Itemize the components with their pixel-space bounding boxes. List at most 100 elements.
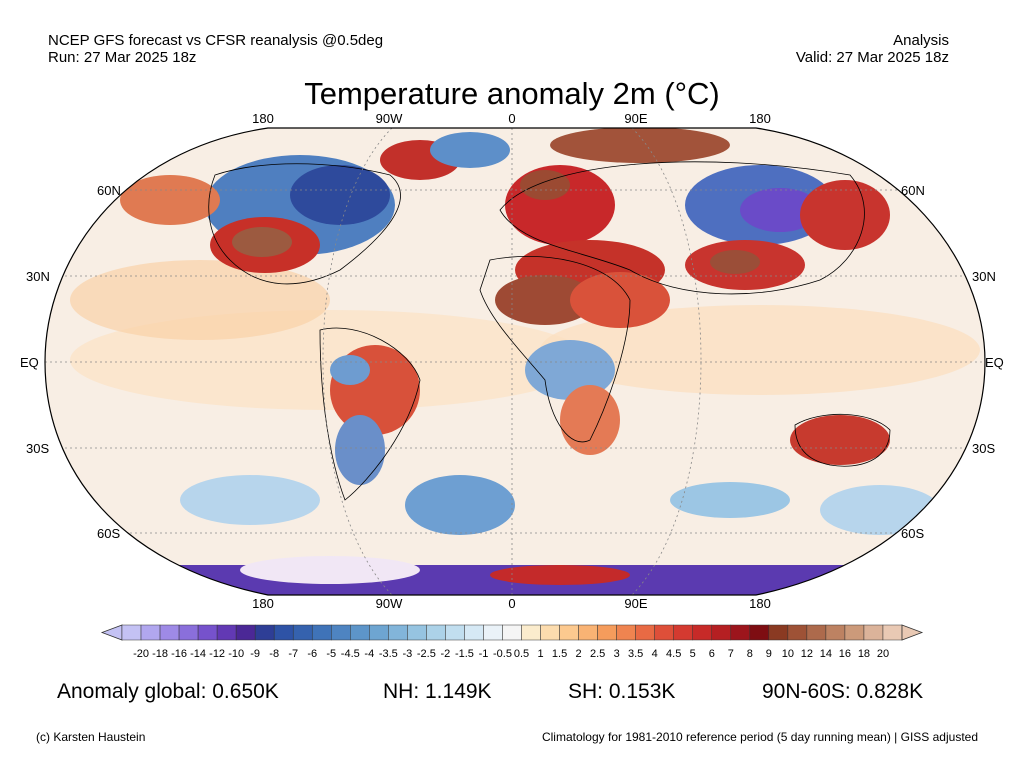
lat-label-right: 30S xyxy=(972,441,996,456)
colorbar-swatch xyxy=(502,624,522,641)
lon-label-bottom: 0 xyxy=(508,596,516,611)
colorbar-tick-label: 9 xyxy=(766,648,772,660)
colorbar-tick-label: -12 xyxy=(209,648,225,660)
colorbar-swatch xyxy=(673,624,693,641)
colorbar-tick-label: -20 xyxy=(133,648,149,660)
climatology-note: Climatology for 1981-2010 reference peri… xyxy=(541,730,978,744)
colorbar-swatch xyxy=(388,624,408,641)
stat-arctic: 90N-60S: 0.828K xyxy=(762,680,924,703)
stat-sh: SH: 0.153K xyxy=(568,680,676,703)
lon-label-top: 90W xyxy=(375,111,403,126)
lat-label-left: 60S xyxy=(97,526,121,541)
lon-label-bottom: 180 xyxy=(749,596,771,611)
colorbar-swatch xyxy=(483,624,503,641)
colorbar-tick-label: 3 xyxy=(614,648,620,660)
colorbar-swatch xyxy=(844,624,865,641)
lat-label-left: 30S xyxy=(26,441,50,456)
colorbar-tick-label: -8 xyxy=(269,648,279,660)
colorbar-tick-label: 4.5 xyxy=(666,648,681,660)
colorbar-tick-label: -9 xyxy=(250,648,260,660)
lat-label-right: 60S xyxy=(901,526,925,541)
run-label: Run: 27 Mar 2025 18z xyxy=(48,49,197,66)
colorbar-tick-label: 2.5 xyxy=(590,648,605,660)
colorbar-tick-label: -3 xyxy=(402,648,412,660)
colorbar-swatch xyxy=(216,624,237,641)
colorbar-swatch xyxy=(863,624,884,641)
colorbar-tick-label: 2 xyxy=(576,648,582,660)
colorbar-tick-label: -14 xyxy=(190,648,206,660)
colorbar-swatch xyxy=(140,624,161,641)
colorbar-tick-label: 18 xyxy=(858,648,870,660)
colorbar-min-arrow xyxy=(100,624,123,641)
lat-label-right: 30N xyxy=(972,269,996,284)
colorbar-tick-label: 12 xyxy=(801,648,813,660)
colorbar-tick-label: 10 xyxy=(782,648,794,660)
lat-label-right: 60N xyxy=(901,183,925,198)
colorbar-tick-label: -4 xyxy=(364,648,374,660)
colorbar-tick-label: -2.5 xyxy=(417,648,436,660)
colorbar-swatch xyxy=(540,624,560,641)
colorbar-tick-label: 5 xyxy=(690,648,696,660)
colorbar-swatch xyxy=(882,624,903,641)
colorbar-tick-label: 1.5 xyxy=(552,648,567,660)
colorbar-swatch xyxy=(597,624,617,641)
mode-label: Analysis xyxy=(893,32,949,49)
colorbar-swatch xyxy=(197,624,218,641)
colorbar-tick-label: -10 xyxy=(228,648,244,660)
lat-label-left: 60N xyxy=(97,183,121,198)
stat-global: Anomaly global: 0.650K xyxy=(57,680,279,703)
colorbar-swatch xyxy=(768,624,789,641)
colorbar-tick-label: -0.5 xyxy=(493,648,512,660)
colorbar-tick-label: -3.5 xyxy=(379,648,398,660)
colorbar-swatch xyxy=(426,624,446,641)
anomaly-field xyxy=(45,128,985,595)
lon-label-top: 180 xyxy=(749,111,771,126)
colorbar-swatch xyxy=(254,624,275,641)
colorbar-tick-label: -1 xyxy=(479,648,489,660)
map-title: Temperature anomaly 2m (°C) xyxy=(304,76,720,111)
lon-label-bottom: 180 xyxy=(252,596,274,611)
colorbar-swatch xyxy=(273,624,294,641)
colorbar-swatch xyxy=(825,624,846,641)
lon-label-top: 90E xyxy=(624,111,648,126)
colorbar-tick-label: 16 xyxy=(839,648,851,660)
colorbar-swatch xyxy=(331,624,351,641)
lat-label-left: 30N xyxy=(26,269,50,284)
colorbar-swatch xyxy=(178,624,199,641)
source-label: NCEP GFS forecast vs CFSR reanalysis @0.… xyxy=(48,32,384,49)
lon-label-top: 0 xyxy=(508,111,516,126)
graticule xyxy=(45,128,985,595)
colorbar-tick-label: -5 xyxy=(326,648,336,660)
lon-label-top: 180 xyxy=(252,111,274,126)
lon-label-bottom: 90W xyxy=(375,596,403,611)
colorbar-swatch xyxy=(521,624,541,641)
colorbar-swatch xyxy=(445,624,465,641)
colorbar-swatch xyxy=(464,624,484,641)
colorbar-swatch xyxy=(235,624,256,641)
colorbar-swatch xyxy=(616,624,636,641)
colorbar-tick-label: 1 xyxy=(537,648,543,660)
colorbar-tick-label: 8 xyxy=(747,648,753,660)
colorbar-tick-label: 4 xyxy=(652,648,658,660)
colorbar-swatch xyxy=(369,624,389,641)
colorbar-swatch xyxy=(578,624,598,641)
colorbar-tick-label: -16 xyxy=(171,648,187,660)
stat-nh: NH: 1.149K xyxy=(383,680,492,703)
colorbar-tick-label: 20 xyxy=(877,648,889,660)
colorbar-swatch xyxy=(121,624,142,641)
colorbar-swatch xyxy=(559,624,579,641)
lat-label-left: EQ xyxy=(20,355,39,370)
colorbar-swatch xyxy=(654,624,674,641)
colorbar-tick-label: 3.5 xyxy=(628,648,643,660)
colorbar-tick-label: -1.5 xyxy=(455,648,474,660)
colorbar-tick-label: -7 xyxy=(288,648,298,660)
valid-label: Valid: 27 Mar 2025 18z xyxy=(795,49,949,66)
map-border xyxy=(44,127,986,596)
colorbar-max-arrow xyxy=(901,624,924,641)
colorbar-swatch xyxy=(407,624,427,641)
colorbar-tick-label: -18 xyxy=(152,648,168,660)
colorbar-swatch xyxy=(806,624,827,641)
colorbar-tick-label: 14 xyxy=(820,648,832,660)
